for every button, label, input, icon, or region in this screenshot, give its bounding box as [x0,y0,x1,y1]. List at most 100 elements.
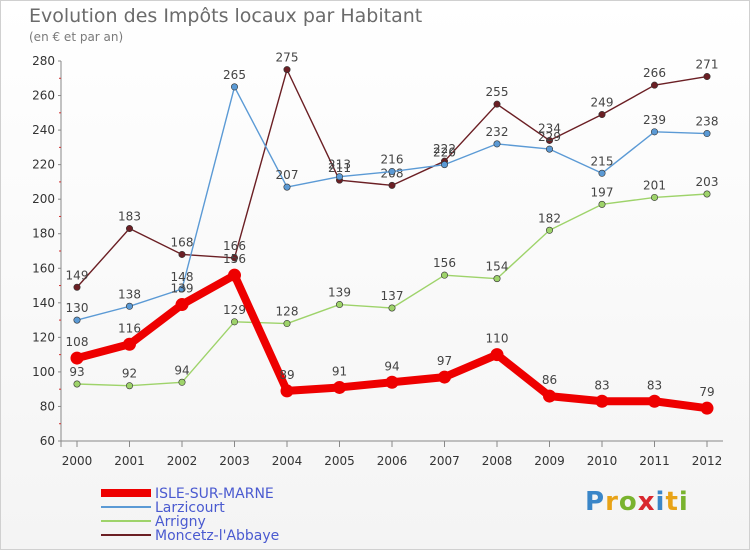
data-point-arrigny [178,378,186,386]
data-point-larzicourt [545,145,553,153]
data-point-moncetz-l-abbaye [598,111,606,119]
data-point-arrigny [545,226,553,234]
data-point-arrigny [703,190,711,198]
x-tick-label: 2001 [114,454,145,468]
data-label-arrigny: 92 [122,367,137,381]
data-label-isle-sur-marne: 94 [384,359,399,373]
data-point-arrigny [283,320,291,328]
legend-label-isle-sur-marne: ISLE-SUR-MARNE [155,486,274,502]
data-point-moncetz-l-abbaye [650,81,658,89]
data-point-moncetz-l-abbaye [388,181,396,189]
y-tick-label: 180 [32,227,55,241]
data-point-isle-sur-marne [700,401,714,415]
x-tick-label: 2009 [534,454,565,468]
data-label-isle-sur-marne: 83 [647,378,662,392]
y-tick-label: 160 [32,261,55,275]
data-label-isle-sur-marne: 83 [594,378,609,392]
data-label-arrigny: 139 [328,286,351,300]
data-point-isle-sur-marne [175,298,189,312]
data-point-isle-sur-marne [438,370,451,384]
data-label-larzicourt: 216 [381,153,404,167]
data-point-isle-sur-marne [123,337,136,351]
data-label-larzicourt: 229 [538,130,561,144]
data-label-moncetz-l-abbaye: 211 [328,161,351,175]
data-label-larzicourt: 207 [276,168,299,182]
x-tick-label: 2010 [587,454,618,468]
data-point-moncetz-l-abbaye [545,136,553,144]
data-label-arrigny: 156 [433,256,456,270]
data-label-moncetz-l-abbaye: 183 [118,210,141,224]
logo-letter: i [655,487,666,517]
x-tick-label: 2000 [62,454,93,468]
data-label-arrigny: 201 [643,178,666,192]
data-label-arrigny: 137 [381,289,404,303]
x-tick-label: 2002 [167,454,198,468]
data-label-larzicourt: 232 [486,125,509,139]
data-label-moncetz-l-abbaye: 168 [171,235,194,249]
logo-letter: o [618,487,638,517]
data-label-arrigny: 154 [486,260,509,274]
data-label-larzicourt: 130 [66,301,89,315]
data-label-larzicourt: 213 [328,158,351,172]
y-tick-label: 100 [32,365,55,379]
data-label-larzicourt: 138 [118,287,141,301]
legend-label-arrigny: Arrigny [155,514,206,530]
data-point-arrigny [73,380,81,388]
data-point-arrigny [493,275,501,283]
data-label-isle-sur-marne: 79 [699,385,714,399]
data-point-larzicourt [440,161,448,169]
data-label-isle-sur-marne: 110 [486,332,509,346]
y-tick-label: 200 [32,192,55,206]
logo-letter: P [585,487,606,517]
data-label-arrigny: 94 [174,363,189,377]
y-tick-label: 120 [32,330,55,344]
data-point-larzicourt [388,168,396,176]
data-point-arrigny [388,304,396,312]
data-point-moncetz-l-abbaye [703,73,711,81]
data-point-isle-sur-marne [70,351,84,365]
y-tick-label: 60 [40,434,55,448]
data-label-arrigny: 129 [223,303,246,317]
x-tick-label: 2008 [482,454,513,468]
data-point-moncetz-l-abbaye [178,250,186,258]
logo-letter: i [678,487,689,517]
data-point-isle-sur-marne [543,389,556,403]
data-label-moncetz-l-abbaye: 266 [643,66,666,80]
logo-letter: t [665,487,679,517]
proxiti-logo: Proxiti [585,487,689,517]
data-label-arrigny: 182 [538,211,561,225]
x-tick-label: 2012 [692,454,723,468]
data-point-arrigny [335,301,343,309]
data-point-arrigny [231,318,239,326]
data-label-moncetz-l-abbaye: 249 [591,96,614,110]
x-tick-label: 2011 [639,454,670,468]
data-point-larzicourt [335,173,343,181]
legend-label-moncetz-l-abbaye: Moncetz-l'Abbaye [155,528,279,544]
data-label-larzicourt: 215 [591,154,614,168]
y-tick-label: 80 [40,399,55,413]
data-label-moncetz-l-abbaye: 166 [223,239,246,253]
x-tick-label: 2003 [219,454,250,468]
data-point-moncetz-l-abbaye [126,225,134,233]
data-point-moncetz-l-abbaye [231,254,239,262]
data-label-moncetz-l-abbaye: 149 [66,268,89,282]
x-tick-label: 2007 [429,454,460,468]
data-label-larzicourt: 220 [433,146,456,160]
data-label-arrigny: 197 [591,185,614,199]
data-point-larzicourt [126,302,134,310]
logo-letter: r [605,487,619,517]
data-point-isle-sur-marne [333,380,346,394]
data-point-arrigny [440,271,448,279]
data-point-isle-sur-marne [490,348,504,362]
data-label-arrigny: 128 [276,305,299,319]
data-label-moncetz-l-abbaye: 271 [696,58,719,72]
data-point-larzicourt [598,169,606,177]
data-label-isle-sur-marne: 108 [66,335,89,349]
x-tick-label: 2004 [272,454,303,468]
data-point-isle-sur-marne [595,394,609,408]
data-point-larzicourt [178,285,186,293]
data-point-larzicourt [703,130,711,138]
data-point-larzicourt [283,183,291,191]
data-label-moncetz-l-abbaye: 275 [276,51,299,65]
